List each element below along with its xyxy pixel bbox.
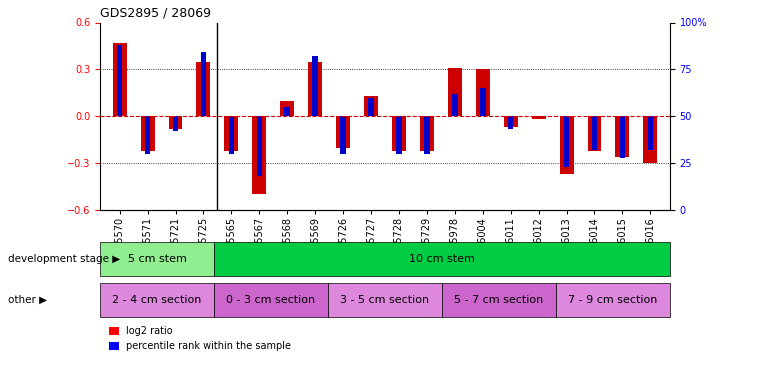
Bar <box>560 116 574 174</box>
Bar <box>308 62 322 116</box>
Text: 7 - 9 cm section: 7 - 9 cm section <box>568 295 658 305</box>
Text: GDS2895 / 28069: GDS2895 / 28069 <box>100 7 211 20</box>
Bar <box>392 116 406 151</box>
Bar <box>117 45 122 116</box>
Bar <box>224 116 239 151</box>
Bar <box>284 107 290 116</box>
Bar <box>452 94 457 116</box>
Bar <box>620 116 625 158</box>
Bar <box>336 116 350 147</box>
Bar <box>253 116 266 194</box>
Bar <box>420 116 434 151</box>
Bar <box>201 53 206 116</box>
Bar <box>169 116 182 129</box>
Bar <box>480 88 486 116</box>
Bar <box>172 116 179 131</box>
Bar <box>591 116 598 150</box>
Bar <box>424 116 430 154</box>
Bar <box>397 116 402 154</box>
Text: development stage ▶: development stage ▶ <box>8 254 120 264</box>
Bar <box>448 68 462 116</box>
Bar <box>368 98 373 116</box>
Text: 5 cm stem: 5 cm stem <box>128 254 186 264</box>
Bar <box>196 62 210 116</box>
Text: 10 cm stem: 10 cm stem <box>409 254 475 264</box>
Bar <box>476 69 490 116</box>
Bar <box>588 116 601 151</box>
Bar <box>504 116 517 127</box>
Bar <box>615 116 629 157</box>
Text: 3 - 5 cm section: 3 - 5 cm section <box>340 295 430 305</box>
Bar <box>313 56 318 116</box>
Bar <box>112 43 126 116</box>
Bar <box>564 116 569 167</box>
Bar <box>364 96 378 116</box>
Bar <box>141 116 155 151</box>
Bar <box>229 116 234 154</box>
Bar <box>531 116 546 119</box>
Text: 5 - 7 cm section: 5 - 7 cm section <box>454 295 544 305</box>
Bar <box>644 116 658 163</box>
Bar <box>648 116 653 150</box>
Bar <box>145 116 150 154</box>
Bar <box>256 116 262 176</box>
Text: 0 - 3 cm section: 0 - 3 cm section <box>226 295 316 305</box>
Bar <box>508 116 514 129</box>
Text: other ▶: other ▶ <box>8 295 47 305</box>
Text: 2 - 4 cm section: 2 - 4 cm section <box>112 295 202 305</box>
Legend: log2 ratio, percentile rank within the sample: log2 ratio, percentile rank within the s… <box>105 322 295 355</box>
Bar <box>340 116 346 154</box>
Bar <box>280 100 294 116</box>
